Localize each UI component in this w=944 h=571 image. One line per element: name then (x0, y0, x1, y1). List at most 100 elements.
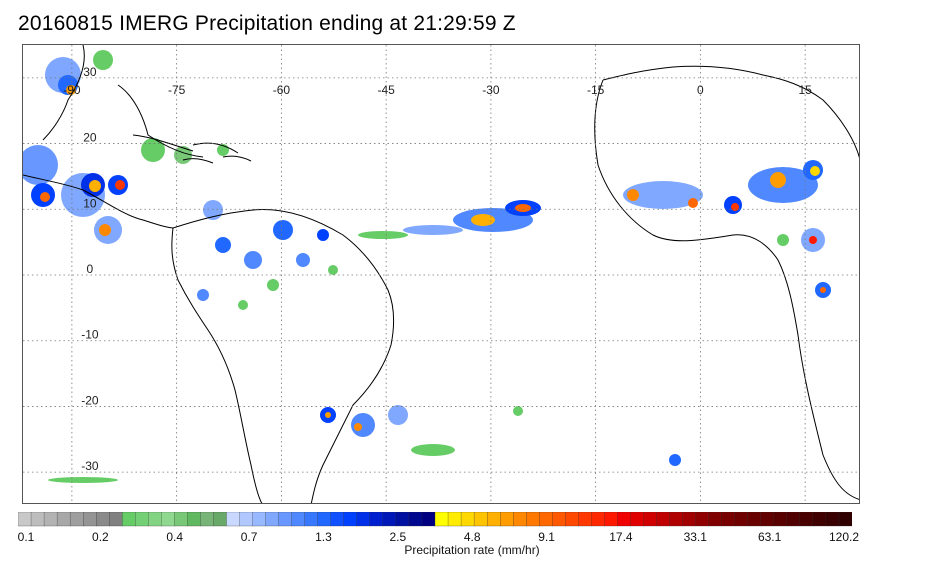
colorbar-swatch (304, 512, 319, 527)
colorbar-swatch (643, 512, 657, 527)
colorbar-swatch (109, 512, 123, 527)
colorbar-swatch (682, 512, 697, 527)
colorbar-tick-label: 0.7 (240, 530, 258, 544)
colorbar-swatch (382, 512, 397, 527)
colorbar-swatch (630, 512, 644, 527)
colorbar-swatch (656, 512, 671, 527)
colorbar-title: Precipitation rate (mm/hr) (404, 543, 540, 557)
graticule (23, 45, 859, 503)
colorbar (18, 512, 852, 527)
latitude-label: -30 (81, 459, 99, 473)
colorbar-tick-label: 63.1 (757, 530, 782, 544)
colorbar-swatch (473, 512, 488, 527)
colorbar-swatch (69, 512, 84, 527)
colorbar-swatch (669, 512, 684, 527)
colorbar-swatch (369, 512, 384, 527)
longitude-label: -45 (377, 83, 395, 97)
map-title: 20160815 IMERG Precipitation ending at 2… (18, 12, 516, 35)
colorbar-swatch (838, 512, 852, 527)
colorbar-swatch (760, 512, 775, 527)
colorbar-swatch (721, 512, 736, 527)
colorbar-swatch (526, 512, 540, 527)
colorbar-swatch (56, 512, 71, 527)
colorbar-swatch (395, 512, 410, 527)
colorbar-swatch (799, 512, 814, 527)
colorbar-swatch (695, 512, 710, 527)
colorbar-swatch (226, 512, 240, 527)
colorbar-tick-label: 0.1 (17, 530, 35, 544)
colorbar-swatch (200, 512, 214, 527)
latitude-label: -10 (81, 328, 99, 342)
longitude-label: 0 (697, 83, 704, 97)
colorbar-swatch (252, 512, 267, 527)
colorbar-swatch (604, 512, 618, 527)
colorbar-swatch (343, 512, 358, 527)
colorbar-tick-label: 0.4 (166, 530, 184, 544)
colorbar-swatch (434, 512, 449, 527)
colorbar-swatch (213, 512, 227, 527)
colorbar-swatch (460, 512, 475, 527)
colorbar-swatch (773, 512, 788, 527)
colorbar-swatch (408, 512, 423, 527)
colorbar-swatch (539, 512, 553, 527)
colorbar-swatch (486, 512, 501, 527)
colorbar-swatch (421, 512, 436, 527)
colorbar-swatch (734, 512, 749, 527)
latitude-label: 0 (87, 262, 94, 276)
colorbar-swatch (578, 512, 592, 527)
colorbar-swatch (135, 512, 149, 527)
longitude-label: -15 (587, 83, 605, 97)
colorbar-swatch (18, 512, 32, 527)
latitude-label: 10 (83, 196, 97, 210)
colorbar-swatch (174, 512, 188, 527)
colorbar-swatch (552, 512, 566, 527)
colorbar-swatch (291, 512, 306, 527)
colorbar-swatch (187, 512, 201, 527)
latitude-label: -20 (81, 393, 99, 407)
precipitation-map[interactable]: -90 -75 -60 -45 -30 -15 0 15 30 20 10 0 -10 -20 -30 (22, 44, 860, 504)
colorbar-swatch (30, 512, 45, 527)
colorbar-swatch (96, 512, 110, 527)
colorbar-swatch (239, 512, 254, 527)
colorbar-tick-label: 9.1 (538, 530, 555, 544)
colorbar-swatch (278, 512, 293, 527)
colorbar-swatch (500, 512, 514, 527)
colorbar-swatch (786, 512, 801, 527)
colorbar-swatch (565, 512, 579, 527)
colorbar-tick-label: 1.3 (315, 530, 332, 544)
graticule-labels: -90 -75 -60 -45 -30 -15 0 15 30 20 10 0 -10 -20 -30 (63, 65, 812, 473)
latitude-label: 20 (83, 131, 97, 145)
map-canvas: -90 -75 -60 -45 -30 -15 0 15 30 20 10 0 -10 -20 -30 (23, 45, 859, 503)
colorbar-swatch (43, 512, 58, 527)
longitude-label: 15 (798, 83, 812, 97)
colorbar-swatch (513, 512, 527, 527)
colorbar-swatch (148, 512, 162, 527)
colorbar-swatch (747, 512, 762, 527)
colorbar-tick-label: 0.2 (92, 530, 109, 544)
longitude-label: -60 (273, 83, 291, 97)
latitude-label: 30 (83, 65, 97, 79)
colorbar-swatch (617, 512, 631, 527)
longitude-label: -90 (63, 83, 81, 97)
colorbar-swatch (265, 512, 280, 527)
colorbar-swatch (330, 512, 345, 527)
longitude-label: -75 (168, 83, 186, 97)
colorbar-swatch (812, 512, 827, 527)
precipitation-layer (23, 50, 831, 483)
colorbar-swatch (447, 512, 462, 527)
colorbar-swatch (356, 512, 371, 527)
colorbar-tick-label: 120.2 (828, 530, 860, 544)
colorbar-swatch (591, 512, 605, 527)
colorbar-tick-label: 33.1 (683, 530, 707, 544)
coastline-layer (23, 45, 859, 503)
colorbar-swatch (122, 512, 136, 527)
colorbar-tick-label: 17.4 (609, 530, 633, 544)
colorbar-swatch (825, 512, 840, 527)
colorbar-tick-label: 4.8 (463, 530, 481, 544)
colorbar-swatch (317, 512, 332, 527)
colorbar-swatch (161, 512, 175, 527)
colorbar-tick-label: 2.5 (389, 530, 407, 544)
colorbar-swatch (708, 512, 723, 527)
longitude-label: -30 (482, 83, 500, 97)
colorbar-swatch (83, 512, 97, 527)
